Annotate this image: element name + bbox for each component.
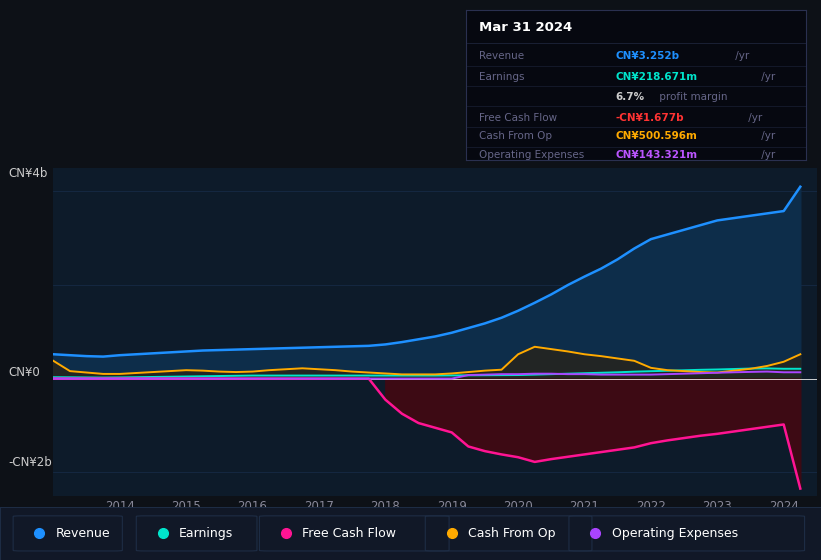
Text: Operating Expenses: Operating Expenses	[479, 150, 585, 160]
Text: /yr: /yr	[758, 150, 775, 160]
Text: -CN¥2b: -CN¥2b	[8, 456, 52, 469]
Text: CN¥3.252b: CN¥3.252b	[616, 51, 680, 61]
Text: Revenue: Revenue	[479, 51, 525, 61]
Text: 6.7%: 6.7%	[616, 92, 644, 102]
Text: CN¥4b: CN¥4b	[8, 167, 48, 180]
Text: Free Cash Flow: Free Cash Flow	[479, 113, 557, 123]
Text: Operating Expenses: Operating Expenses	[612, 527, 738, 540]
Text: profit margin: profit margin	[656, 92, 727, 102]
Text: Cash From Op: Cash From Op	[479, 132, 553, 141]
Text: CN¥143.321m: CN¥143.321m	[616, 150, 698, 160]
Text: Cash From Op: Cash From Op	[468, 527, 556, 540]
Text: -CN¥1.677b: -CN¥1.677b	[616, 113, 684, 123]
Text: Earnings: Earnings	[179, 527, 233, 540]
Text: CN¥218.671m: CN¥218.671m	[616, 72, 698, 82]
Text: Free Cash Flow: Free Cash Flow	[302, 527, 396, 540]
Text: CN¥500.596m: CN¥500.596m	[616, 132, 697, 141]
Text: /yr: /yr	[758, 72, 775, 82]
Text: Revenue: Revenue	[56, 527, 111, 540]
Text: Mar 31 2024: Mar 31 2024	[479, 21, 572, 34]
Text: /yr: /yr	[732, 51, 750, 61]
Text: /yr: /yr	[758, 132, 775, 141]
Text: Earnings: Earnings	[479, 72, 525, 82]
Text: CN¥0: CN¥0	[8, 366, 40, 379]
Text: /yr: /yr	[745, 113, 762, 123]
